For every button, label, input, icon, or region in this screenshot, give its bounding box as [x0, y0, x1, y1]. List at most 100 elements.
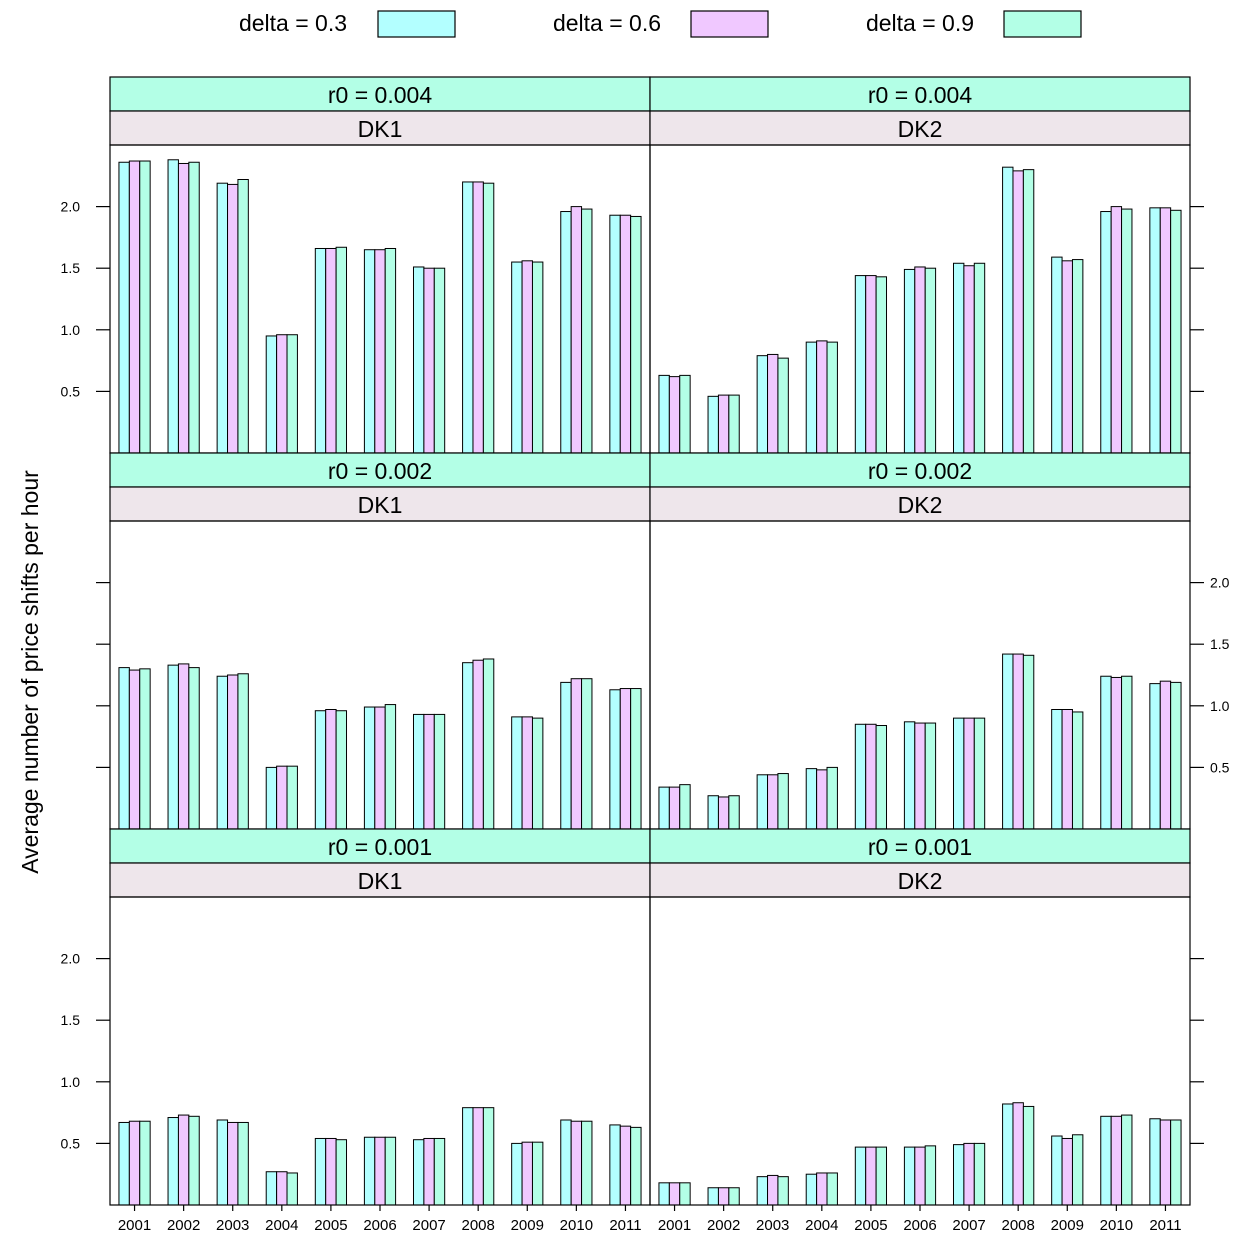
bar	[167, 664, 179, 830]
bar	[924, 1145, 937, 1206]
bar	[325, 1137, 337, 1206]
bar	[560, 681, 572, 830]
legend-label: delta = 0.3	[239, 10, 347, 36]
bar	[335, 710, 348, 830]
bar	[658, 1182, 670, 1206]
x-tick-label: 2009	[1051, 1217, 1084, 1234]
strip-r0-label: r0 = 0.004	[328, 82, 432, 108]
bar	[314, 247, 327, 454]
bar	[423, 267, 435, 454]
bar	[335, 246, 348, 454]
strip-area-label: DK1	[358, 116, 403, 142]
bar	[1100, 675, 1112, 830]
bar	[314, 710, 327, 830]
bar	[963, 717, 975, 830]
bar	[630, 688, 642, 830]
bar	[1170, 1119, 1182, 1206]
bar	[914, 722, 926, 830]
bar	[237, 179, 249, 454]
x-tick-label: 2009	[511, 1217, 544, 1234]
bar	[139, 668, 151, 830]
bar	[482, 658, 495, 830]
bar	[531, 1141, 544, 1206]
bar	[227, 1121, 239, 1206]
legend-label: delta = 0.6	[553, 10, 661, 36]
bar	[227, 183, 239, 454]
bar	[1100, 1115, 1112, 1206]
bar	[412, 266, 425, 454]
bar	[1051, 256, 1063, 454]
bar	[1002, 653, 1014, 830]
bar	[511, 1142, 523, 1206]
bar	[609, 689, 621, 830]
x-tick-label: 2007	[952, 1217, 985, 1234]
bar	[237, 673, 249, 830]
bar	[1149, 1118, 1161, 1206]
strip-area	[109, 486, 651, 522]
bar	[1071, 711, 1084, 830]
bar	[1100, 211, 1112, 454]
bar	[924, 722, 937, 830]
bar	[1022, 169, 1035, 454]
bar	[1170, 681, 1182, 830]
bar	[865, 1146, 877, 1206]
bar	[679, 1182, 691, 1206]
bar	[1002, 1103, 1014, 1206]
bar	[1051, 709, 1063, 830]
strip-area	[109, 110, 651, 146]
bar	[658, 786, 670, 830]
bar	[707, 395, 719, 454]
bar	[521, 260, 533, 454]
y-tick-label: 0.5	[61, 383, 81, 399]
bar	[826, 1172, 838, 1206]
bar	[531, 717, 544, 830]
x-tick-label: 2007	[412, 1217, 445, 1234]
bar	[854, 275, 867, 454]
strip-r0	[649, 452, 1191, 488]
panel-dk2-0: r0 = 0.004 DK2	[649, 76, 1191, 454]
bar	[973, 717, 986, 830]
bar	[265, 335, 278, 454]
strip-area-label: DK2	[898, 868, 943, 894]
x-tick-label: 2004	[265, 1217, 298, 1234]
y-tick-label: 1.0	[61, 322, 81, 338]
y-tick-label: 0.5	[61, 1135, 81, 1151]
x-tick-label: 2006	[363, 1217, 396, 1234]
bar	[472, 1107, 484, 1206]
strip-r0-label: r0 = 0.001	[328, 834, 432, 860]
bar	[1012, 653, 1024, 830]
y-tick-label: 1.0	[61, 1074, 81, 1090]
bar	[314, 1137, 327, 1206]
bar	[560, 1119, 572, 1206]
bar	[619, 688, 632, 830]
bar	[1110, 676, 1123, 830]
bar	[177, 1114, 190, 1206]
bar	[570, 678, 583, 830]
strip-r0	[109, 76, 651, 112]
bar	[963, 1142, 975, 1206]
x-tick-label: 2010	[1100, 1217, 1133, 1234]
bar	[903, 1146, 916, 1206]
x-tick-label: 2008	[1001, 1217, 1034, 1234]
bar	[216, 1119, 229, 1206]
legend-swatch	[377, 10, 456, 38]
bar	[717, 796, 730, 830]
bar	[707, 795, 719, 830]
bar	[805, 341, 818, 454]
bar	[286, 334, 298, 454]
bar	[581, 1120, 593, 1206]
strip-area	[109, 862, 651, 898]
bar	[412, 713, 425, 830]
bar	[188, 667, 200, 830]
bar	[118, 161, 130, 454]
bar	[973, 1142, 986, 1206]
bar	[658, 374, 670, 454]
bar	[128, 160, 141, 454]
bar	[363, 1136, 376, 1206]
bar	[914, 266, 926, 454]
bar	[756, 774, 769, 830]
bar	[384, 247, 397, 454]
bar	[286, 1172, 298, 1206]
bar	[924, 267, 937, 454]
bar	[177, 162, 190, 454]
